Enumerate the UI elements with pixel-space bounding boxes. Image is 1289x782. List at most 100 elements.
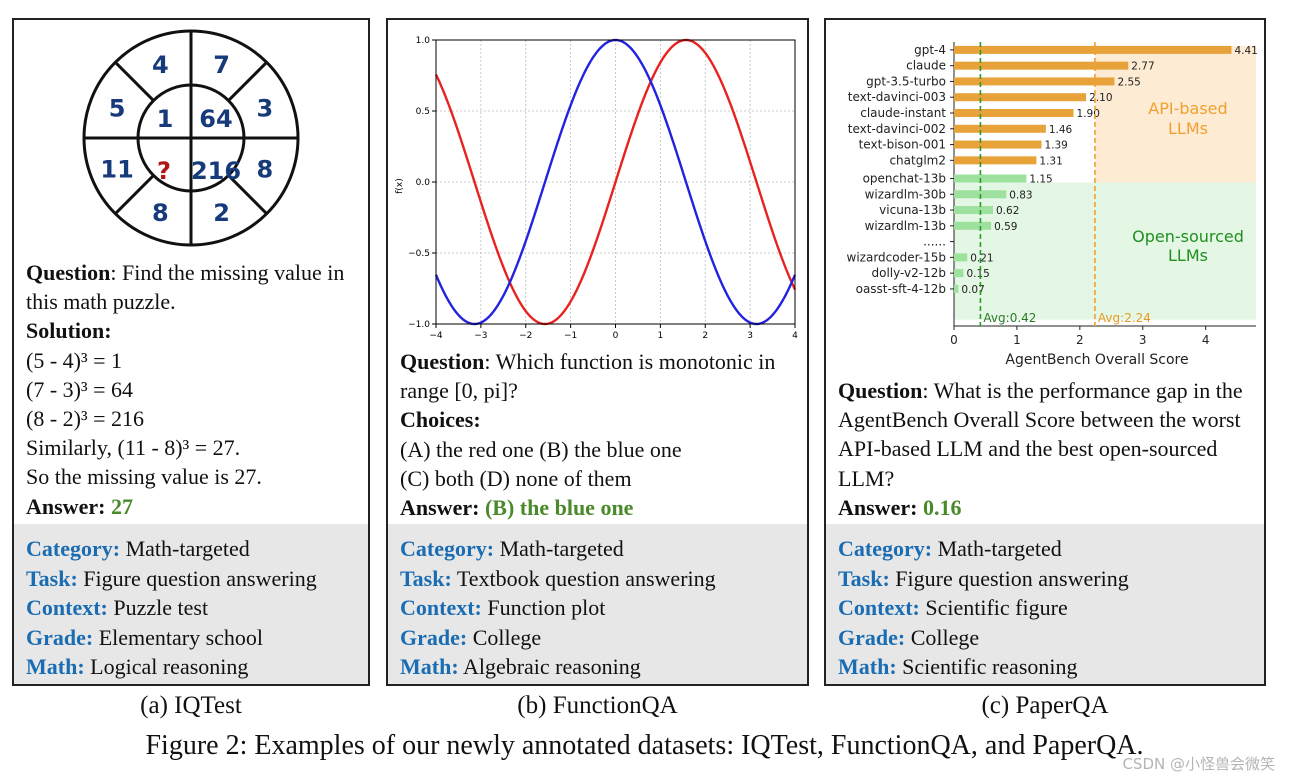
open-bar bbox=[954, 174, 1027, 183]
open-model-label: oasst-sft-4-12b bbox=[856, 282, 946, 296]
api-bar-value: 2.77 bbox=[1131, 61, 1154, 73]
y-tick-label: 0.5 bbox=[416, 107, 430, 117]
metadata-box: Category: Math-targeted Task: Figure que… bbox=[14, 524, 368, 684]
open-model-label: wizardlm-13b bbox=[865, 219, 946, 233]
subfigure-caption-c: (c) PaperQA bbox=[981, 692, 1109, 719]
x-tick-label: −1 bbox=[564, 331, 577, 340]
open-bar-value: 0.07 bbox=[961, 284, 984, 296]
api-bar-value: 1.31 bbox=[1039, 155, 1062, 167]
open-bar-value: 0.15 bbox=[966, 268, 989, 280]
open-group-label: Open-sourced bbox=[1132, 227, 1244, 246]
x-tick-label: 1 bbox=[1013, 333, 1021, 347]
open-bar-value: 0.21 bbox=[970, 252, 993, 264]
answer-value: (B) the blue one bbox=[484, 495, 634, 521]
metadata-box: Category: Math-targeted Task: Textbook q… bbox=[388, 524, 807, 684]
iqtest-qa: Question: Find the missing value in this… bbox=[26, 258, 362, 521]
y-tick-label: 0.0 bbox=[416, 178, 431, 188]
puzzle-inner-number: 216 bbox=[191, 157, 241, 185]
api-group-label: LLMs bbox=[1168, 119, 1208, 138]
x-tick-label: 3 bbox=[1139, 333, 1147, 347]
puzzle-divider bbox=[114, 61, 155, 102]
x-tick-label: −3 bbox=[474, 331, 487, 340]
puzzle-inner-number: 64 bbox=[199, 105, 232, 133]
meta-math: Math: Scientific reasoning bbox=[838, 654, 1078, 679]
x-tick-label: 4 bbox=[1202, 333, 1210, 347]
api-average-label: Avg:2.24 bbox=[1098, 311, 1151, 325]
api-model-label: text-bison-001 bbox=[859, 138, 946, 152]
choices-line: (C) both (D) none of them bbox=[400, 465, 632, 491]
puzzle-outer-number: 7 bbox=[213, 51, 230, 79]
x-tick-label: −2 bbox=[519, 331, 532, 340]
question-label: Question bbox=[26, 260, 111, 285]
question-label: Question bbox=[838, 378, 923, 403]
y-tick-label: 1.0 bbox=[416, 36, 431, 46]
question-text: : What is the performance gap in the Age… bbox=[838, 378, 1243, 491]
api-bar-value: 1.39 bbox=[1044, 140, 1067, 152]
open-bar bbox=[954, 206, 994, 215]
solution-line: (7 - 3)³ = 64 bbox=[26, 376, 133, 402]
puzzle-missing-value: ? bbox=[157, 157, 171, 185]
open-group-label: LLMs bbox=[1168, 246, 1208, 265]
choices-line: (A) the red one (B) the blue one bbox=[400, 436, 682, 462]
open-bar bbox=[954, 284, 959, 293]
meta-context: Context: Puzzle test bbox=[26, 595, 209, 620]
x-tick-label: 1 bbox=[658, 331, 664, 340]
open-bar-value: 1.15 bbox=[1029, 173, 1052, 185]
meta-grade: Grade: College bbox=[838, 624, 980, 650]
open-bar bbox=[954, 253, 968, 262]
puzzle-outer-number: 4 bbox=[152, 51, 169, 79]
open-region-bg bbox=[954, 182, 1256, 320]
bar-chart-area: gpt-4 4.41 claude 2.77 gpt-3.5-turbo 2.55 text… bbox=[847, 42, 1258, 368]
question-text: : Which function is monotonic in range [… bbox=[400, 349, 776, 404]
question-text: : Find the missing value in this math pu… bbox=[26, 260, 345, 315]
solution-line: (5 - 4)³ = 1 bbox=[26, 347, 122, 373]
functionqa-panel: −4 −3 −2 −1 0 1 2 3 4 1.0 0.5 0.0 −0.5 −1.0 f(x) Quest… bbox=[386, 18, 809, 686]
metadata-box: Category: Math-targeted Task: Figure que… bbox=[826, 524, 1264, 684]
api-bar bbox=[954, 109, 1074, 117]
paperqa-panel: gpt-4 4.41 claude 2.77 gpt-3.5-turbo 2.55 text… bbox=[824, 18, 1266, 686]
x-axis-label: AgentBench Overall Score bbox=[1005, 352, 1188, 368]
open-average-label: Avg:0.42 bbox=[983, 311, 1036, 325]
x-tick-label: 4 bbox=[792, 331, 798, 340]
api-model-label: gpt-4 bbox=[914, 43, 946, 57]
figure-caption: Figure 2: Examples of our newly annotate… bbox=[145, 730, 1144, 761]
agentbench-bar-chart: gpt-4 4.41 claude 2.77 gpt-3.5-turbo 2.55 text… bbox=[847, 42, 1258, 368]
open-model-label: openchat-13b bbox=[863, 171, 946, 185]
y-axis-label: f(x) bbox=[395, 178, 405, 194]
answer-label: Answer: bbox=[400, 495, 480, 521]
api-bar bbox=[954, 124, 1046, 133]
api-model-label: chatglm2 bbox=[889, 153, 946, 167]
solution-line: (8 - 2)³ = 216 bbox=[26, 406, 144, 432]
api-bar-value: 4.41 bbox=[1234, 45, 1257, 57]
meta-math: Math: Algebraic reasoning bbox=[400, 654, 641, 679]
open-bar-value: 0.62 bbox=[996, 205, 1019, 217]
solution-line: Similarly, (11 - 8)³ = 27. bbox=[26, 435, 241, 461]
y-tick-label: −1.0 bbox=[408, 320, 430, 330]
api-bar-value: 1.46 bbox=[1049, 124, 1073, 136]
open-model-label: wizardcoder-15b bbox=[847, 250, 946, 264]
puzzle-outer-number: 8 bbox=[152, 199, 169, 227]
open-model-label: wizardlm-30b bbox=[865, 187, 946, 201]
function-plot-area: −4 −3 −2 −1 0 1 2 3 4 1.0 0.5 0.0 −0.5 −1.0 f(x) bbox=[395, 36, 798, 340]
puzzle-outer-number: 2 bbox=[213, 199, 230, 227]
answer-value: 0.16 bbox=[922, 494, 962, 520]
solution-label: Solution: bbox=[26, 318, 112, 344]
meta-math: Math: Logical reasoning bbox=[26, 654, 249, 679]
api-model-label: claude bbox=[906, 59, 946, 73]
open-model-label: dolly-v2-12b bbox=[872, 266, 946, 280]
x-tick-label: 0 bbox=[613, 331, 619, 340]
x-tick-label: 0 bbox=[950, 333, 958, 347]
meta-context: Context: Function plot bbox=[400, 595, 606, 620]
puzzle-outer-number: 5 bbox=[109, 94, 126, 122]
meta-task: Task: Figure question answering bbox=[838, 565, 1129, 591]
iqtest-panel: 4 7 3 8 2 8 11 5 1 64 216? Question: Find the miss… bbox=[12, 18, 370, 686]
puzzle-inner-number: 1 bbox=[157, 105, 174, 133]
choices-label: Choices: bbox=[400, 407, 481, 433]
api-bar bbox=[954, 156, 1037, 165]
api-bar bbox=[954, 140, 1042, 149]
x-tick-label: 2 bbox=[1076, 333, 1084, 347]
api-bar-value: 1.90 bbox=[1077, 108, 1100, 120]
puzzle-outer-number: 8 bbox=[257, 156, 274, 184]
puzzle-divider bbox=[227, 174, 268, 215]
puzzle-outer-number: 3 bbox=[257, 94, 274, 122]
